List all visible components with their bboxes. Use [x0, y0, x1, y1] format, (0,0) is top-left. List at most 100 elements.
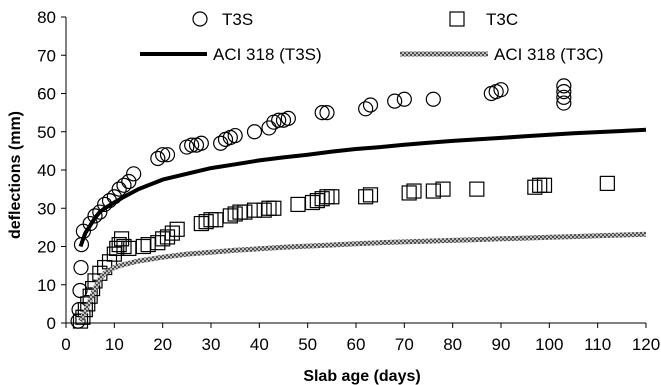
x-tick-label: 100 — [535, 335, 563, 354]
legend-circle-marker — [192, 11, 208, 27]
t3c-point — [155, 231, 171, 247]
legend-square-marker — [449, 11, 465, 27]
legend-label: ACI 318 (T3C) — [494, 45, 604, 64]
y-tick-label: 10 — [37, 276, 56, 295]
t3s-point — [425, 91, 441, 107]
t3s-point — [227, 127, 243, 144]
x-tick-label: 50 — [298, 335, 317, 354]
t3c-point — [150, 235, 166, 251]
t3s-point — [92, 204, 108, 220]
t3c-point — [169, 221, 185, 237]
legend-label: T3S — [222, 10, 253, 29]
t3s-point — [159, 147, 176, 163]
x-tick-label: 70 — [395, 335, 414, 354]
x-tick-label: 20 — [153, 335, 172, 354]
t3s-point — [387, 93, 403, 109]
y-tick-label: 60 — [37, 85, 56, 104]
t3s-point — [246, 124, 263, 140]
t3s-point — [319, 105, 335, 121]
y-tick-label: 0 — [47, 314, 56, 333]
series-aci-318-t3c — [78, 231, 647, 323]
x-tick-label: 0 — [61, 335, 70, 354]
x-tick-label: 60 — [347, 335, 366, 354]
t3s-point — [271, 112, 287, 128]
y-tick-label: 30 — [37, 199, 56, 218]
x-tick-label: 110 — [584, 335, 611, 354]
t3s-point — [556, 89, 572, 105]
t3s-point — [193, 135, 209, 151]
t3c-point — [527, 179, 543, 195]
plot-area — [70, 78, 647, 329]
axes: 0 10 20 30 40 50 60 70 80 0 10 20 30 40 50 60 70 80 90 100 1… — [37, 8, 660, 354]
t3s-point — [358, 101, 374, 117]
t3s-point — [155, 147, 171, 163]
t3s-point — [314, 105, 330, 121]
t3s-point — [126, 166, 142, 182]
t3c-point — [324, 189, 340, 205]
x-tick-label: 80 — [443, 335, 462, 354]
t3c-point — [198, 214, 214, 230]
t3s-point — [73, 259, 89, 276]
t3s-point — [213, 135, 229, 151]
t3s-point — [280, 110, 296, 126]
legend-label: T3C — [486, 10, 518, 29]
t3c-point — [75, 309, 91, 325]
t3c-point — [164, 225, 180, 241]
t3c-point — [362, 187, 379, 203]
y-tick-label: 80 — [37, 8, 56, 27]
t3s-point — [121, 173, 137, 190]
t3s-point — [87, 208, 103, 224]
x-tick-label: 10 — [105, 335, 124, 354]
legend-item: T3S — [192, 10, 253, 29]
legend-item: ACI 318 (T3C) — [400, 45, 604, 64]
series-aci-318-t3s — [78, 127, 647, 248]
t3c-point — [111, 236, 127, 253]
t3c-point — [256, 202, 272, 218]
t3s-point — [556, 78, 572, 94]
t3s-point — [184, 137, 200, 153]
legend: T3S T3C ACI 318 (T3S) ACI 318 (T3C) — [140, 10, 604, 64]
t3s-point — [556, 95, 572, 111]
t3s-point — [116, 177, 132, 193]
t3s-point — [82, 215, 98, 232]
t3c-point — [290, 196, 306, 213]
t3s-point — [556, 83, 572, 100]
legend-item: ACI 318 (T3S) — [140, 45, 322, 64]
x-axis-title: Slab age (days) — [303, 368, 420, 385]
aci-t3s-line — [78, 127, 647, 248]
t3s-point — [396, 91, 412, 107]
t3c-point — [401, 185, 417, 201]
t3c-point — [599, 175, 615, 191]
y-tick-label: 50 — [37, 123, 56, 142]
t3s-point — [362, 97, 379, 113]
t3c-point — [314, 191, 330, 207]
legend-label: ACI 318 (T3S) — [213, 45, 322, 64]
x-tick-label: 40 — [250, 335, 269, 354]
t3c-point — [536, 177, 553, 193]
y-tick-label: 40 — [37, 161, 56, 180]
legend-item: T3C — [449, 10, 518, 29]
y-tick-label: 70 — [37, 46, 56, 65]
t3c-point — [237, 204, 253, 220]
x-tick-label: 30 — [202, 335, 221, 354]
t3c-point — [469, 181, 485, 197]
t3s-point — [150, 150, 166, 167]
t3c-point — [358, 189, 374, 205]
t3c-point — [159, 229, 176, 245]
t3c-point — [266, 200, 282, 216]
t3s-point — [261, 120, 277, 136]
t3c-point — [227, 206, 243, 222]
t3c-point — [116, 238, 132, 255]
x-tick-label: 120 — [632, 335, 660, 354]
t3s-point — [111, 181, 127, 197]
aci-t3c-line — [78, 231, 647, 323]
y-tick-label: 20 — [37, 238, 56, 257]
t3c-point — [406, 183, 422, 199]
series-t3c — [72, 175, 615, 329]
t3s-point — [493, 82, 509, 98]
x-tick-label: 90 — [492, 335, 511, 354]
y-axis-title: deflections (mm) — [7, 111, 24, 239]
t3s-point — [72, 282, 88, 299]
t3c-point — [72, 313, 89, 329]
